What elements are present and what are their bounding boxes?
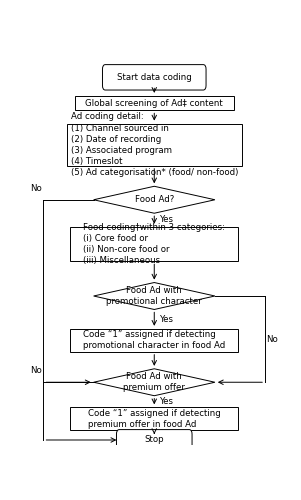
Text: Food Ad?: Food Ad? (135, 196, 174, 204)
Text: No: No (266, 334, 278, 344)
FancyBboxPatch shape (102, 64, 206, 90)
Bar (75, 96, 234, 110)
Bar (67, 124, 242, 166)
Text: Yes: Yes (160, 397, 174, 406)
Text: Code “1” assigned if detecting
premium offer in food Ad: Code “1” assigned if detecting premium o… (88, 409, 221, 429)
Text: No: No (30, 366, 42, 376)
Text: Yes: Yes (160, 216, 174, 224)
Polygon shape (94, 186, 215, 213)
Text: Food Ad with
premium offer: Food Ad with premium offer (123, 372, 185, 392)
Text: Start data coding: Start data coding (117, 73, 192, 82)
Text: Food coding†within 3 categories:
(i) Core food or
(ii) Non-core food or
(iii) Mi: Food coding†within 3 categories: (i) Cor… (83, 223, 225, 265)
Polygon shape (94, 282, 215, 310)
Text: No: No (30, 184, 42, 193)
Bar (70, 328, 238, 352)
Bar (70, 226, 238, 262)
Text: Food Ad with
promotional character: Food Ad with promotional character (106, 286, 202, 306)
Bar (70, 408, 238, 430)
Text: Global screening of Ad‡ content: Global screening of Ad‡ content (85, 98, 223, 108)
FancyBboxPatch shape (116, 430, 192, 450)
Polygon shape (94, 369, 215, 396)
Text: Yes: Yes (160, 314, 174, 324)
Text: Stop: Stop (144, 436, 164, 444)
Text: Code “1” assigned if detecting
promotional character in food Ad: Code “1” assigned if detecting promotion… (83, 330, 225, 350)
Text: Ad coding detail:
(1) Channel sourced in
(2) Date of recording
(3) Associated pr: Ad coding detail: (1) Channel sourced in… (70, 112, 238, 177)
